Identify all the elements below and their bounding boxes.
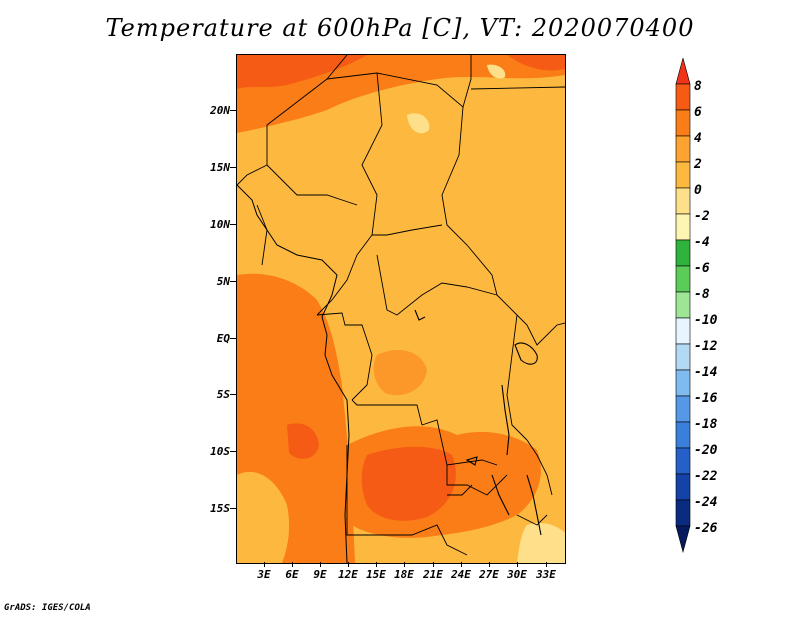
hot-field-angola-coast: [287, 423, 319, 459]
lon-label-33e: 33E: [536, 568, 556, 581]
colorbar-label: -22: [694, 469, 718, 484]
lat-label-15n: 15N: [210, 161, 230, 174]
colorbar-segment: [675, 213, 691, 241]
base-field-southwest: [237, 471, 290, 563]
lon-label-21e: 21E: [423, 568, 443, 581]
lat-tick: [230, 110, 236, 111]
lon-tick: [489, 562, 490, 567]
temperature-field-map: [237, 55, 565, 563]
lon-tick: [404, 562, 405, 567]
lat-label-10n: 10N: [210, 218, 230, 231]
colorbar-segment: [675, 135, 691, 163]
lon-label-27e: 27E: [479, 568, 499, 581]
lat-tick: [230, 281, 236, 282]
warm-field-congo: [373, 350, 427, 396]
lon-tick: [348, 562, 349, 567]
lon-label-3e: 3E: [257, 568, 271, 581]
colorbar-segment: [675, 395, 691, 423]
colorbar-segment: [675, 369, 691, 397]
colorbar-label: -4: [694, 235, 710, 250]
lon-tick: [264, 562, 265, 567]
coastline: [237, 184, 350, 563]
colorbar-segment: [675, 109, 691, 137]
lon-label-6e: 6E: [285, 568, 299, 581]
colorbar-label: -20: [694, 443, 718, 458]
colorbar-segment: [675, 525, 691, 554]
colorbar-label: 0: [694, 183, 702, 198]
lat-tick: [230, 508, 236, 509]
lat-label-5s: 5S: [216, 388, 230, 401]
colorbar-label: -26: [694, 521, 718, 536]
lon-tick: [376, 562, 377, 567]
colorbar-segment: [675, 265, 691, 293]
colorbar-label: -14: [694, 365, 718, 380]
colorbar-label: -16: [694, 391, 718, 406]
country-borders: [237, 55, 565, 556]
lon-label-24e: 24E: [451, 568, 471, 581]
colorbar-segment: [675, 317, 691, 345]
lon-label-18e: 18E: [394, 568, 414, 581]
colorbar-segment: [675, 499, 691, 527]
colorbar-segment: [675, 83, 691, 111]
cool-field-southeast: [517, 522, 565, 563]
colorbar-label: 6: [694, 105, 702, 120]
lon-tick: [517, 562, 518, 567]
hot-field-south: [361, 446, 456, 521]
hot-field-northeast: [507, 55, 565, 71]
hot-field-northwest: [237, 55, 367, 89]
colorbar-label: -24: [694, 495, 718, 510]
colorbar-label: -18: [694, 417, 718, 432]
lon-tick: [433, 562, 434, 567]
colorbar-label: -8: [694, 287, 710, 302]
colorbar-label: 4: [694, 131, 702, 146]
lon-tick: [461, 562, 462, 567]
lon-label-12e: 12E: [338, 568, 358, 581]
lat-tick: [230, 394, 236, 395]
grads-credit: GrADS: IGES/COLA: [4, 603, 91, 613]
colorbar-segment: [675, 187, 691, 215]
cool-field-patch: [407, 113, 430, 134]
colorbar-label: -6: [694, 261, 710, 276]
lat-label-20n: 20N: [210, 104, 230, 117]
lat-tick: [230, 451, 236, 452]
colorbar-label: -10: [694, 313, 718, 328]
map-plot-area: [236, 54, 566, 564]
colorbar-label: 2: [694, 157, 702, 172]
lat-tick: [230, 338, 236, 339]
lat-label-5n: 5N: [216, 275, 230, 288]
lat-tick: [230, 224, 236, 225]
colorbar-segment: [675, 291, 691, 319]
lat-label-eq: EQ: [216, 332, 230, 345]
cool-field-sahara: [487, 64, 506, 79]
lat-tick: [230, 167, 236, 168]
colorbar: [675, 58, 691, 554]
lat-label-15s: 15S: [210, 502, 230, 515]
map-title: Temperature at 600hPa [C], VT: 202007040…: [105, 14, 695, 42]
colorbar-segment: [675, 447, 691, 475]
colorbar-segment: [675, 239, 691, 267]
colorbar-segment: [675, 343, 691, 371]
colorbar-segment: [675, 421, 691, 449]
colorbar-label: -2: [694, 209, 710, 224]
lon-tick: [292, 562, 293, 567]
lon-tick: [546, 562, 547, 567]
colorbar-label: 8: [694, 79, 702, 94]
lon-label-30e: 30E: [507, 568, 527, 581]
colorbar-label: -12: [694, 339, 718, 354]
colorbar-segment: [675, 58, 691, 85]
lat-label-10s: 10S: [210, 445, 230, 458]
lakes: [414, 309, 542, 536]
lon-tick: [320, 562, 321, 567]
lon-label-15e: 15E: [366, 568, 386, 581]
colorbar-segment: [675, 161, 691, 189]
colorbar-segment: [675, 473, 691, 501]
lon-label-9e: 9E: [313, 568, 327, 581]
